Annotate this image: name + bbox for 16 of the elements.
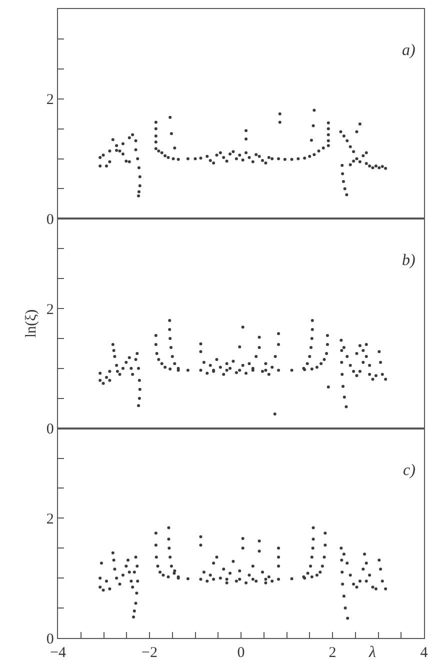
x-tick-label: 4 bbox=[420, 645, 428, 662]
y-tick-label: 2 bbox=[46, 302, 54, 318]
y-tick-label: 2 bbox=[46, 511, 54, 528]
y-tick-label: 2 bbox=[46, 92, 54, 108]
x-tick-label: 0 bbox=[237, 645, 245, 662]
x-axis-title: λ bbox=[368, 644, 376, 661]
y-tick-label: 0 bbox=[46, 631, 54, 648]
x-tick-label: −4 bbox=[50, 645, 66, 662]
x-tick-label: −2 bbox=[142, 645, 158, 662]
annotation: a) bbox=[402, 42, 416, 59]
x-tick-label: 2 bbox=[328, 645, 336, 662]
y-axis-title: ln(ξ) bbox=[24, 309, 40, 338]
y-tick-label: 0 bbox=[46, 212, 54, 228]
annotation: c) bbox=[403, 462, 416, 479]
annotation: b) bbox=[402, 252, 416, 269]
y-tick-label: 0 bbox=[46, 422, 54, 438]
